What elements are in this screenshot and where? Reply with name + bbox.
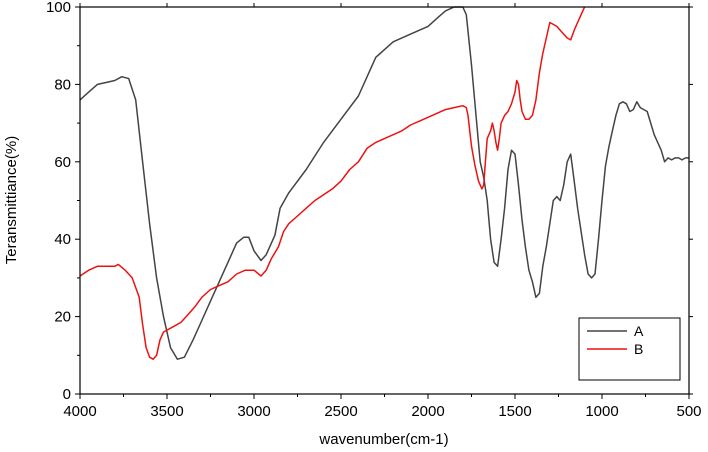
x-tick-label: 1000 — [585, 403, 618, 420]
y-axis-title: Teransmittiance(%) — [3, 136, 20, 264]
legend-label-a: A — [634, 323, 644, 339]
x-tick-label: 3000 — [237, 403, 270, 420]
series-line-b — [79, 6, 586, 360]
y-tick-label: 100 — [46, 0, 71, 16]
y-tick-label: 40 — [54, 231, 71, 248]
x-tick-label: 4000 — [63, 403, 96, 420]
x-tick-label: 2000 — [411, 403, 444, 420]
x-tick-label: 3500 — [150, 403, 183, 420]
series-line-a — [79, 6, 689, 360]
y-tick-label: 20 — [54, 309, 71, 326]
y-tick-label: 60 — [54, 154, 71, 171]
series-layer — [79, 6, 689, 360]
legend-label-b: B — [634, 341, 643, 357]
x-tick-label: 1500 — [498, 403, 531, 420]
tick-layer: 4000 3500 3000 2500 2000 1500 1000 500 0 20 40 60 80… — [46, 0, 702, 420]
x-tick-label: 500 — [676, 403, 701, 420]
y-tick-label: 0 — [63, 386, 71, 403]
x-axis-title: wavenumber(cm-1) — [318, 431, 448, 448]
x-tick-label: 2500 — [324, 403, 357, 420]
legend: A B — [578, 317, 681, 381]
y-tick-label: 80 — [54, 76, 71, 93]
